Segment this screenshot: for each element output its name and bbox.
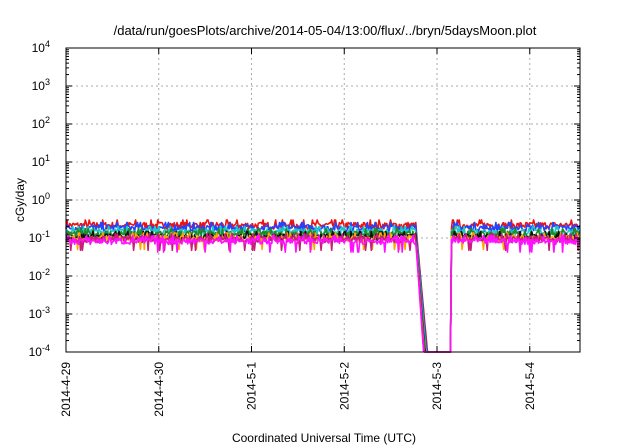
x-tick-label: 2014-5-3 [430, 362, 444, 410]
y-tick-label: 101 [32, 153, 50, 169]
x-axis: 2014-4-29 2014-4-30 2014-5-1 2014-5-2 2014-5… [59, 48, 537, 417]
x-tick-label: 2014-4-30 [152, 362, 166, 417]
y-tick-label: 10-2 [29, 267, 50, 283]
y-tick-label: 102 [32, 115, 50, 131]
y-axis: 10-4 10-3 10-2 10-1 100 101 102 103 104 [29, 39, 580, 359]
grid [65, 48, 580, 352]
y-tick-label: 10-4 [29, 343, 50, 359]
y-tick-label: 10-1 [29, 229, 50, 245]
chart-title: /data/run/goesPlots/archive/2014-05-04/1… [114, 23, 537, 38]
series-line [65, 234, 581, 353]
x-tick-label: 2014-5-1 [245, 362, 259, 410]
series-group [65, 219, 581, 353]
x-tick-label: 2014-5-2 [337, 362, 351, 410]
x-tick-label: 2014-4-29 [59, 362, 73, 417]
series-line [65, 230, 581, 353]
y-tick-label: 103 [32, 77, 50, 93]
x-axis-label: Coordinated Universal Time (UTC) [232, 431, 416, 445]
x-tick-label: 2014-5-4 [523, 362, 537, 410]
y-tick-label: 104 [32, 39, 50, 55]
y-tick-label: 100 [32, 191, 50, 207]
y-tick-label: 10-3 [29, 305, 50, 321]
series-line [65, 233, 581, 353]
y-axis-label: cGy/day [13, 178, 27, 222]
series-line [65, 232, 581, 353]
